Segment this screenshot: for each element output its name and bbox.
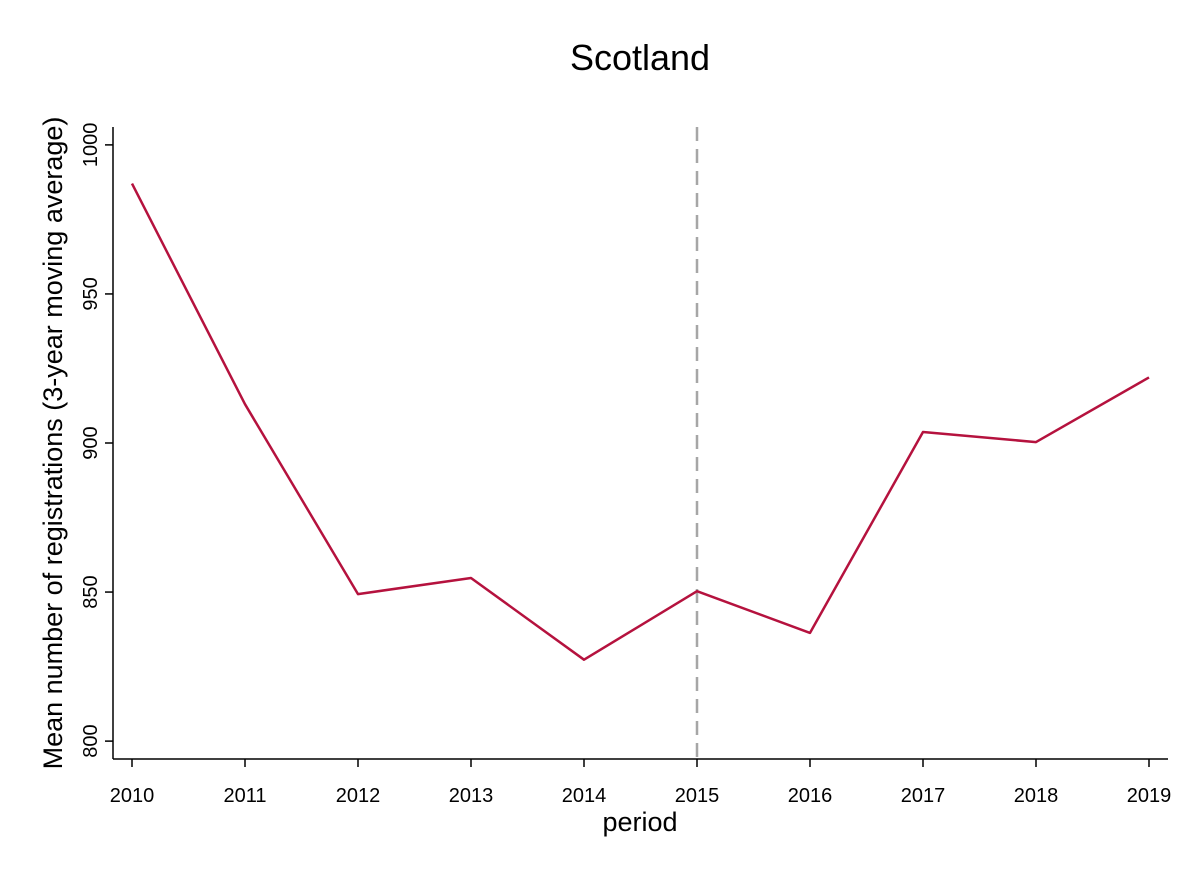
series-layer (130, 183, 1150, 661)
y-tick-label: 1000 (80, 123, 102, 168)
y-tick-label: 900 (80, 426, 102, 459)
x-tick-label: 2015 (675, 785, 720, 807)
x-tick-label: 2016 (788, 785, 833, 807)
x-tick-label: 2019 (1127, 785, 1172, 807)
x-tick-label: 2011 (223, 785, 266, 807)
y-tick-label: 850 (80, 575, 102, 608)
x-tick-label: 2010 (110, 785, 155, 807)
x-axis-ticks: 2010 2011 2012 2013 2014 2015 2016 2017 2018 2019 (110, 759, 1172, 807)
x-tick-label: 2014 (562, 785, 607, 807)
y-axis-ticks: 800 850 900 950 1000 (80, 123, 113, 758)
x-tick-label: 2012 (336, 785, 381, 807)
x-axis-label: period (602, 807, 677, 837)
x-tick-label: 2018 (1014, 785, 1059, 807)
y-tick-label: 950 (80, 277, 102, 310)
x-tick-label: 2013 (449, 785, 494, 807)
y-axis-label: Mean number of registrations (3-year mov… (38, 117, 68, 770)
chart-title: Scotland (570, 37, 710, 78)
x-tick-label: 2017 (901, 785, 946, 807)
y-tick-label: 800 (80, 724, 102, 757)
series-line (130, 183, 1150, 661)
